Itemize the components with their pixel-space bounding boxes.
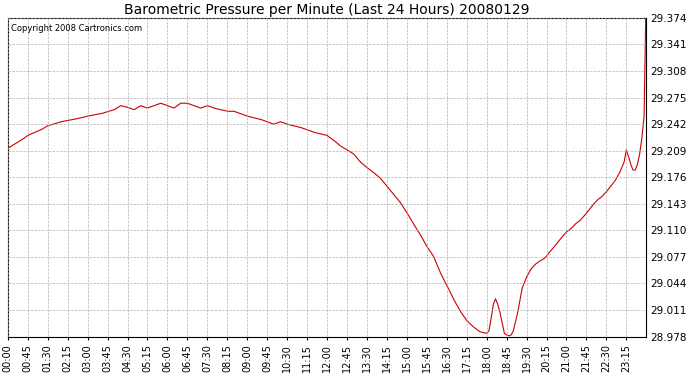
Text: Copyright 2008 Cartronics.com: Copyright 2008 Cartronics.com [11, 24, 142, 33]
Title: Barometric Pressure per Minute (Last 24 Hours) 20080129: Barometric Pressure per Minute (Last 24 … [124, 3, 529, 17]
